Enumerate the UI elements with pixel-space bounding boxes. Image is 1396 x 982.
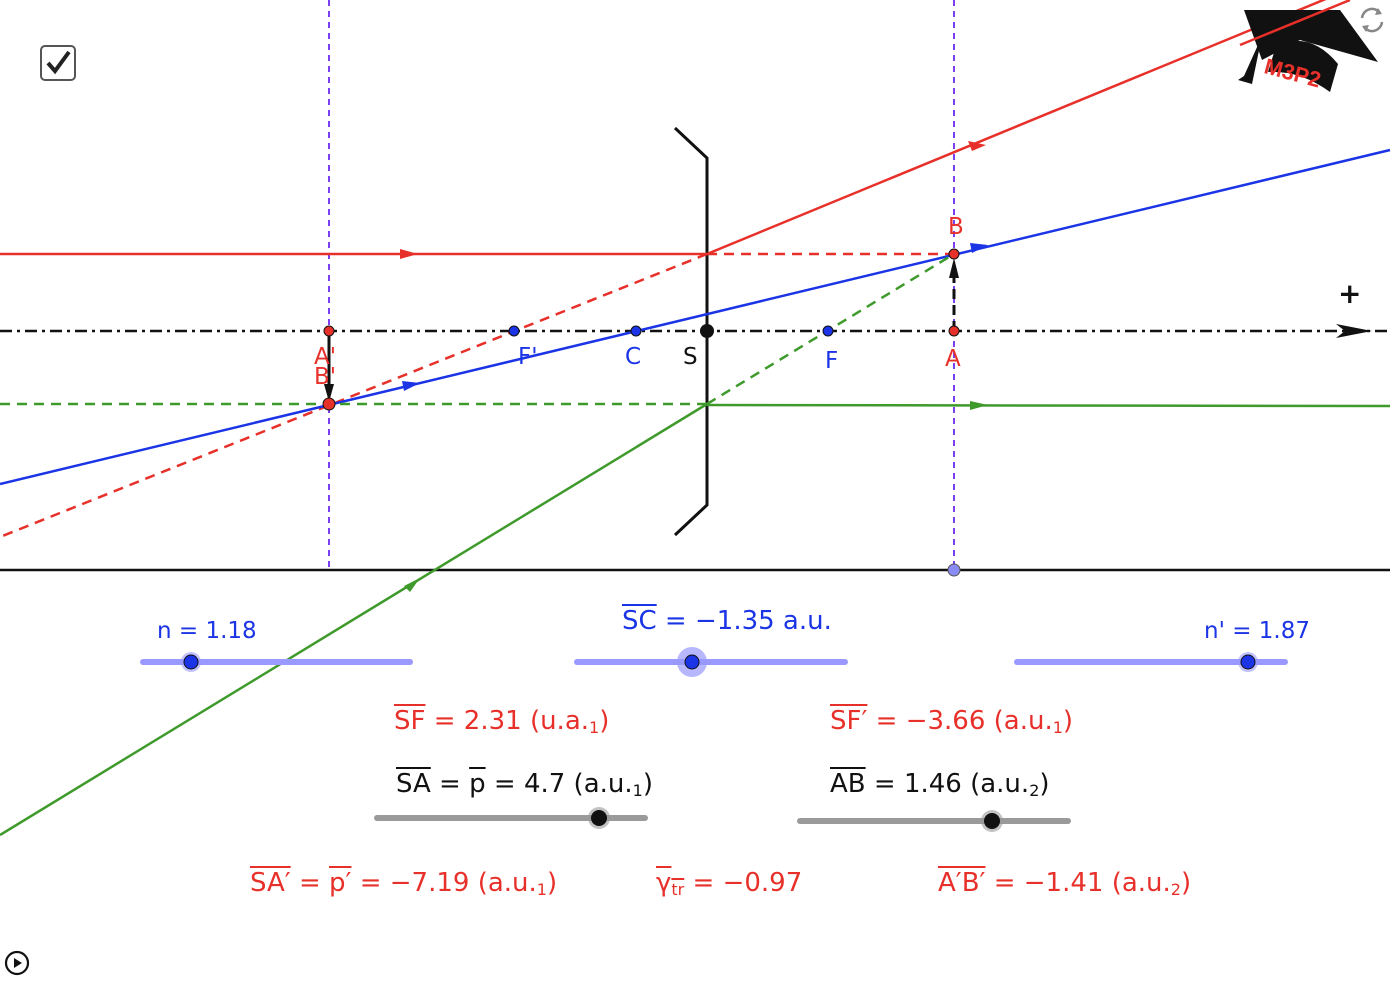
formula-AB: AB = 1.46 (a.u.2) [830,771,1050,799]
green-ray-arrow [404,578,420,592]
formula-lhs: A′B′ [938,868,986,898]
formula-eq: = [430,769,470,799]
formula-rest: = 1.46 (a.u. [865,769,1030,799]
play-icon[interactable] [4,950,30,976]
formula-sub: 2 [1170,880,1181,899]
blue-ray-arrow [402,381,420,391]
formula-rest: = −7.19 (a.u. [351,868,537,898]
formula-lhs: γ [656,868,672,898]
red-ray-refracted [706,0,1327,256]
formula-lhs-group: γtr [656,868,684,898]
point-F[interactable] [822,325,834,337]
formula-rest: = −1.41 (a.u. [985,868,1171,898]
formula-gamma: γtr = −0.97 [656,870,802,898]
green-ray-arrow [970,401,988,410]
image-arrow-head-icon [324,384,334,402]
formula-mid: p′ [329,868,352,898]
show-construction-checkbox[interactable] [40,45,76,81]
slider-n-prime-label: n' = 1.87 [1204,618,1311,644]
formula-lhs: SC [622,606,657,636]
formula-sub: 1 [1052,718,1063,737]
formula-close: ) [599,706,610,736]
label-B-prime: B' [314,364,337,390]
axis-arrow-icon [1336,324,1372,338]
blue-ray-arrow [970,243,988,253]
label-C: C [625,344,642,370]
slider-n-label: n = 1.18 [157,618,257,644]
formula-lhs: SF′ [830,706,868,736]
formula-rest: = −3.66 (a.u. [867,706,1053,736]
checkmark-icon [46,50,71,75]
point-A-prime[interactable] [323,325,335,337]
slider-n-dot [183,654,199,670]
point-S[interactable] [700,324,714,338]
formula-sub: 1 [589,718,600,737]
label-F: F [825,348,839,374]
formula-close: ) [642,769,653,799]
formula-rest: = −0.97 [684,868,803,898]
label-B: B [948,214,964,240]
formula-SC: SC = −1.35 a.u. [622,608,832,634]
formula-rest: = −1.35 a.u. [656,606,832,636]
formula-sub: 1 [536,880,547,899]
formula-SF-prime: SF′ = −3.66 (a.u.1) [830,708,1073,736]
formula-close: ) [1039,769,1050,799]
formula-SA: SA = p = 4.7 (a.u.1) [396,771,653,799]
green-ray-refracted [706,403,1391,408]
formula-lhs: SA′ [250,868,291,898]
slider-n-prime-dot [1240,654,1256,670]
formula-rest: = 4.7 (a.u. [485,769,633,799]
reset-icon[interactable] [1356,4,1388,36]
red-ray-over-logo [1239,0,1351,47]
formula-lhs: AB [830,769,866,799]
formula-mid: p [469,769,486,799]
slider-AB-dot [984,813,1000,829]
point-A[interactable] [948,325,960,337]
formula-lhs-sub: tr [671,880,685,899]
point-ground[interactable] [947,563,961,577]
object-arrow-head-icon [949,258,959,278]
slider-SA-dot [591,810,607,826]
label-S: S [683,344,698,370]
blue-ray [0,148,1391,486]
formula-lhs: SA [396,769,431,799]
label-F-prime: F' [518,344,538,370]
formula-eq: = [290,868,330,898]
formula-close: ) [1180,868,1192,898]
point-F-prime[interactable] [508,325,520,337]
formula-close: ) [1062,706,1074,736]
axis-direction-label: + [1338,277,1362,310]
formula-AB-prime: A′B′ = −1.41 (a.u.2) [938,870,1191,898]
formula-SA-prime: SA′ = p′ = −7.19 (a.u.1) [250,870,557,898]
formula-SF: SF = 2.31 (u.a.1) [394,708,609,736]
label-A: A [945,346,961,372]
formula-rest: = 2.31 (u.a. [425,706,590,736]
point-B[interactable] [948,248,960,260]
formula-lhs: SF [394,706,426,736]
point-B-prime[interactable] [322,397,336,411]
green-ray-incident [0,402,708,837]
formula-sub: 1 [632,781,643,800]
point-C[interactable] [630,325,642,337]
label-A-prime: A' [314,344,337,370]
slider-SC-dot [684,654,700,670]
red-ray-virtual [0,252,708,539]
red-ray-arrow [400,249,418,259]
graduation-cap-icon: M3P2 [1238,10,1378,92]
formula-close: ) [546,868,558,898]
formula-sub: 2 [1029,781,1040,800]
red-ray-arrow [968,141,986,151]
